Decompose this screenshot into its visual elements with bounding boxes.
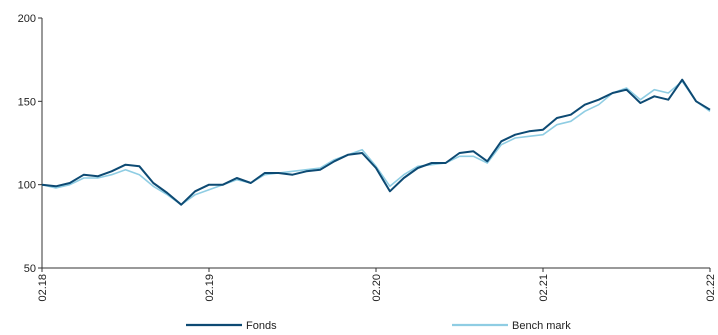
y-tick-label: 50: [24, 263, 36, 275]
y-tick-label: 100: [18, 180, 36, 192]
series-line-bench-mark: [41, 80, 711, 206]
legend-label: Fonds: [246, 320, 277, 332]
series-line-fonds: [41, 78, 711, 206]
chart-legend: Fonds Bench mark: [186, 320, 571, 332]
x-tick-label: 02.21: [538, 274, 550, 302]
legend-label: Bench mark: [512, 320, 571, 332]
y-tick-label: 150: [18, 96, 36, 108]
y-tick-label: 200: [18, 13, 36, 25]
chart-axes: 50 100 150 200 02.18 02.19 02.20 02.21 02.22: [18, 13, 717, 302]
x-tick-label: 02.22: [705, 274, 717, 302]
x-tick-label: 02.18: [37, 274, 49, 302]
series-layer: [41, 78, 711, 206]
x-tick-label: 02.19: [204, 274, 216, 302]
x-tick-label: 02.20: [371, 274, 383, 302]
